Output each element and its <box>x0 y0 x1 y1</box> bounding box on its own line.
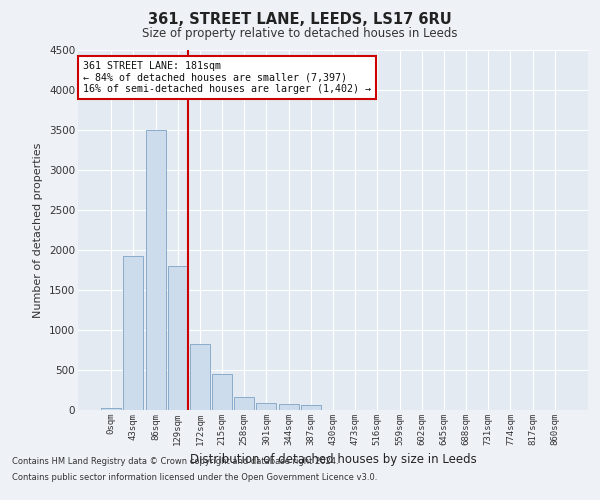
Bar <box>278 404 299 410</box>
Text: Size of property relative to detached houses in Leeds: Size of property relative to detached ho… <box>142 28 458 40</box>
Text: Contains public sector information licensed under the Open Government Licence v3: Contains public sector information licen… <box>12 472 377 482</box>
Text: Contains HM Land Registry data © Crown copyright and database right 2024.: Contains HM Land Registry data © Crown c… <box>12 458 338 466</box>
Text: 361 STREET LANE: 181sqm
← 84% of detached houses are smaller (7,397)
16% of semi: 361 STREET LANE: 181sqm ← 84% of detache… <box>83 61 371 94</box>
Bar <box>256 403 277 410</box>
Bar <box>124 256 143 410</box>
Bar <box>146 130 166 410</box>
X-axis label: Distribution of detached houses by size in Leeds: Distribution of detached houses by size … <box>190 454 476 466</box>
Bar <box>234 397 254 410</box>
Bar <box>301 405 321 410</box>
Bar <box>212 374 232 410</box>
Bar <box>190 344 210 410</box>
Y-axis label: Number of detached properties: Number of detached properties <box>34 142 43 318</box>
Text: 361, STREET LANE, LEEDS, LS17 6RU: 361, STREET LANE, LEEDS, LS17 6RU <box>148 12 452 28</box>
Bar <box>168 266 188 410</box>
Bar <box>101 408 121 410</box>
